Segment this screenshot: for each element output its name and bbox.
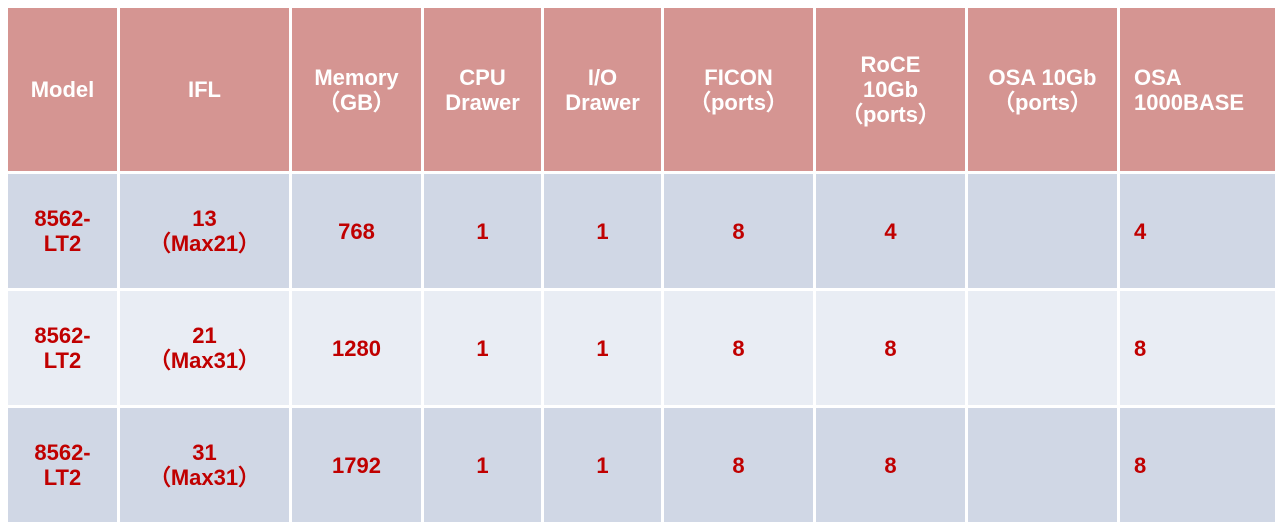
cell-roce: 8: [813, 288, 968, 408]
cell-ifl: 13 （Max21）: [117, 171, 292, 291]
table-row: 8562- LT2 13 （Max21） 768 1 1 8 4 4: [5, 171, 1277, 291]
cell-osa-1000base: 4: [1117, 171, 1277, 291]
cell-osa-10gb: [965, 405, 1120, 525]
cell-model: 8562- LT2: [5, 288, 120, 408]
cell-model: 8562- LT2: [5, 405, 120, 525]
column-header-model: Model: [5, 5, 120, 174]
cell-io-drawer: 1: [541, 171, 664, 291]
cell-roce: 4: [813, 171, 968, 291]
cell-roce: 8: [813, 405, 968, 525]
cell-memory: 1792: [289, 405, 424, 525]
cell-ficon: 8: [661, 288, 816, 408]
cell-cpu-drawer: 1: [421, 171, 544, 291]
cell-osa-1000base: 8: [1117, 288, 1277, 408]
cell-cpu-drawer: 1: [421, 405, 544, 525]
cell-osa-1000base: 8: [1117, 405, 1277, 525]
table-row: 8562- LT2 21 （Max31） 1280 1 1 8 8 8: [5, 288, 1277, 408]
cell-model: 8562- LT2: [5, 171, 120, 291]
cell-ficon: 8: [661, 405, 816, 525]
cell-osa-10gb: [965, 171, 1120, 291]
column-header-cpu-drawer: CPU Drawer: [421, 5, 544, 174]
cell-ifl: 21 （Max31）: [117, 288, 292, 408]
cell-cpu-drawer: 1: [421, 288, 544, 408]
column-header-io-drawer: I/O Drawer: [541, 5, 664, 174]
table-row: 8562- LT2 31 （Max31） 1792 1 1 8 8 8: [5, 405, 1277, 525]
cell-osa-10gb: [965, 288, 1120, 408]
column-header-roce: RoCE 10Gb （ports）: [813, 5, 968, 174]
column-header-osa-10gb: OSA 10Gb （ports）: [965, 5, 1120, 174]
column-header-ficon: FICON （ports）: [661, 5, 816, 174]
header-row: Model IFL Memory （GB） CPU Drawer I/O Drawer F…: [5, 5, 1277, 174]
column-header-ifl: IFL: [117, 5, 292, 174]
model-spec-table: Model IFL Memory （GB） CPU Drawer I/O Drawer F…: [5, 5, 1277, 525]
cell-io-drawer: 1: [541, 405, 664, 525]
column-header-osa-1000base: OSA 1000BASE: [1117, 5, 1277, 174]
cell-ifl: 31 （Max31）: [117, 405, 292, 525]
cell-memory: 1280: [289, 288, 424, 408]
column-header-memory: Memory （GB）: [289, 5, 424, 174]
cell-ficon: 8: [661, 171, 816, 291]
cell-memory: 768: [289, 171, 424, 291]
cell-io-drawer: 1: [541, 288, 664, 408]
